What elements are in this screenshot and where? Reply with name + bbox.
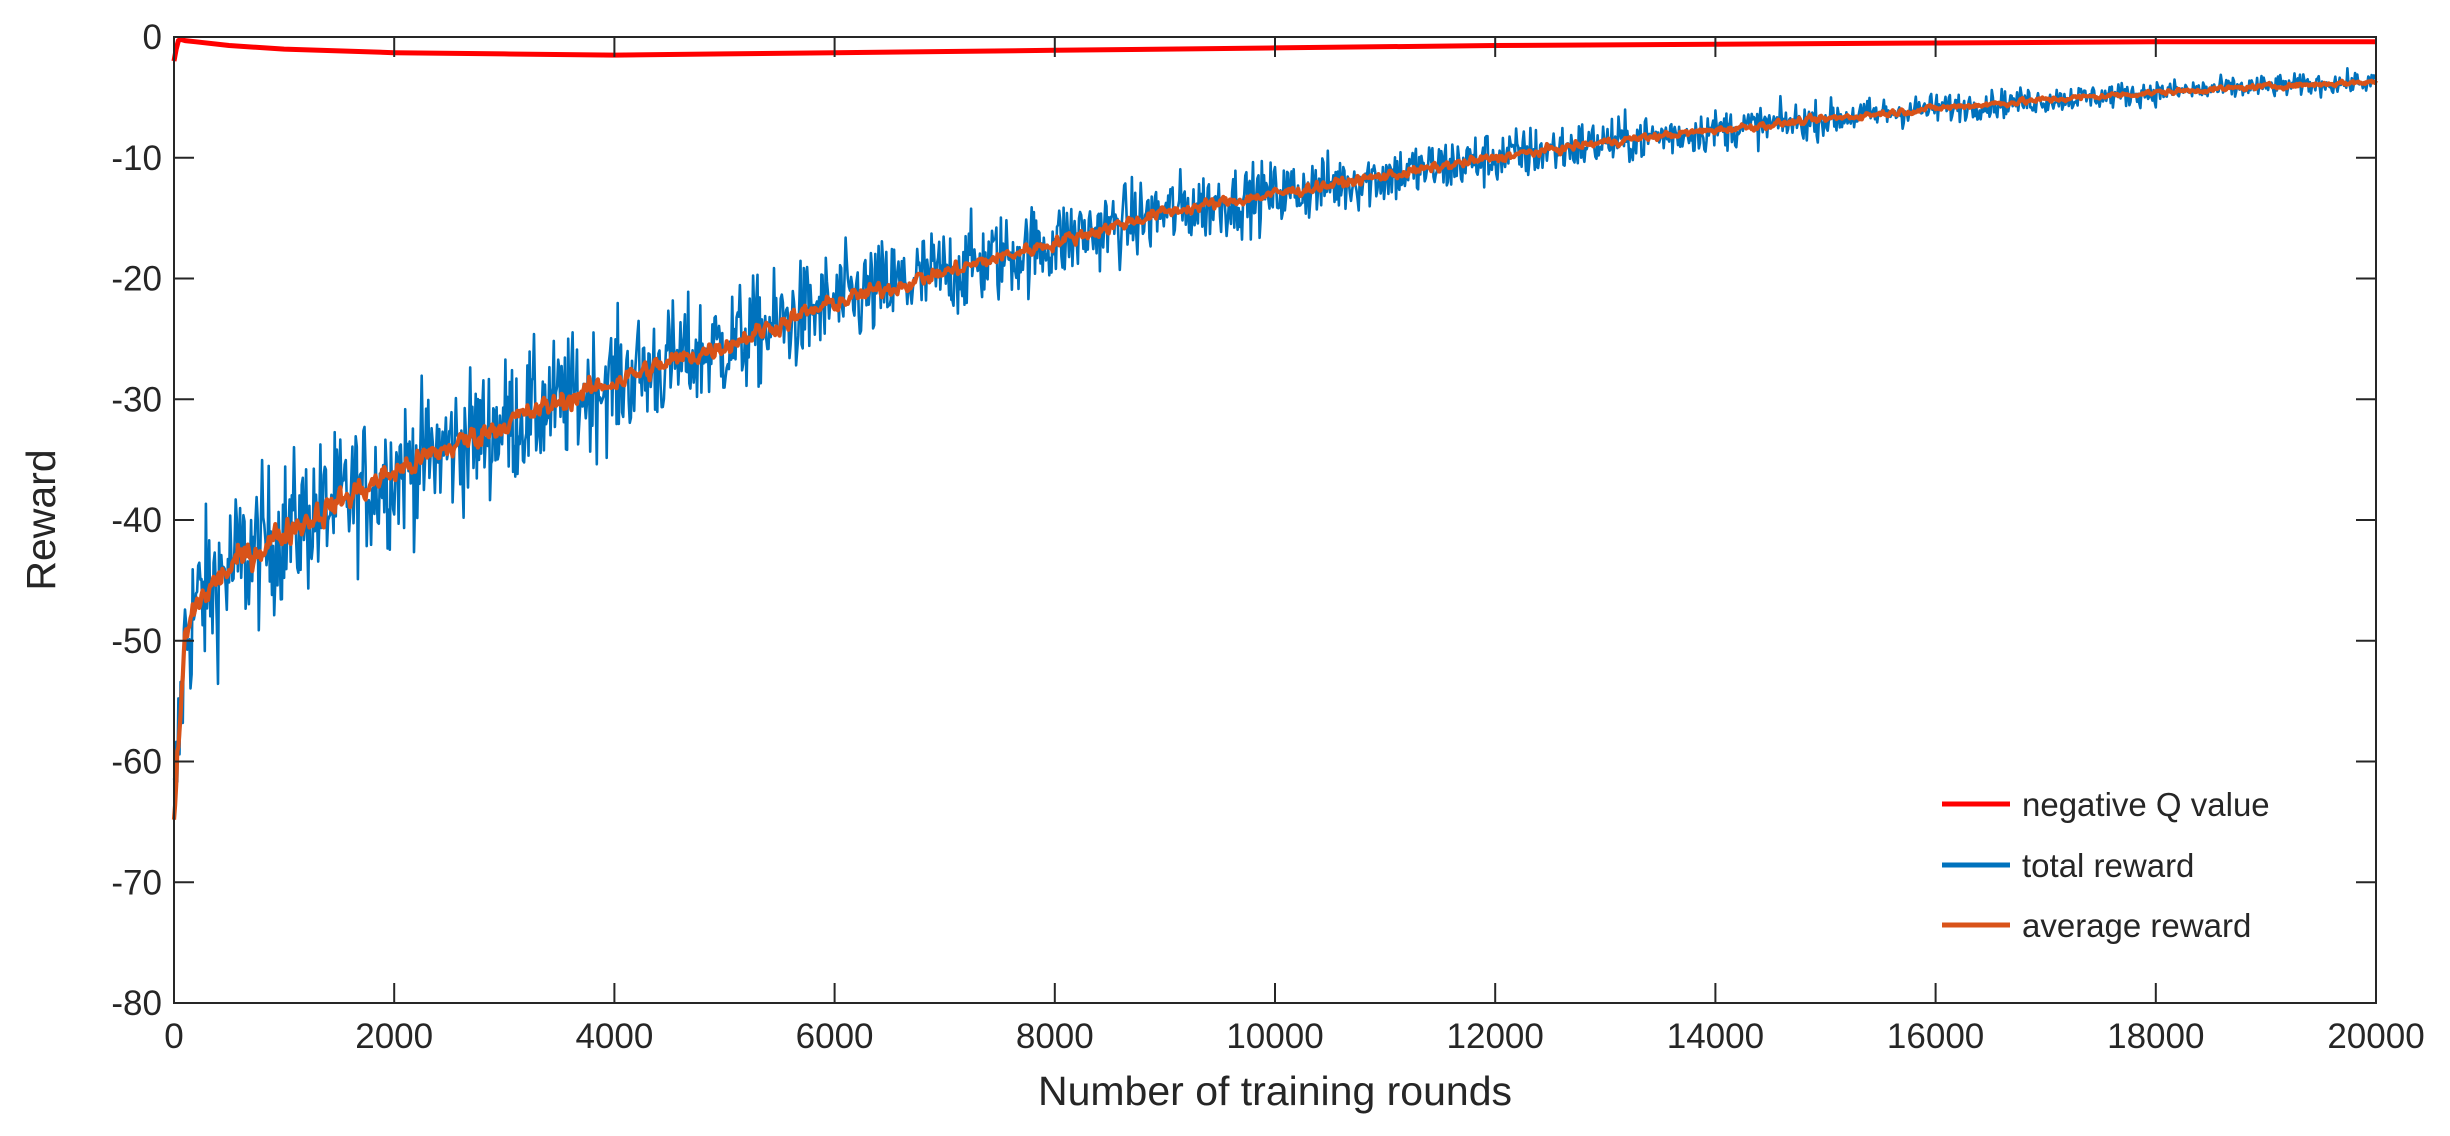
- y-tick-label: -10: [111, 139, 162, 178]
- legend-label-average-reward: average reward: [2022, 907, 2251, 944]
- y-axis-label: Reward: [18, 449, 64, 590]
- y-tick-label: -20: [111, 260, 162, 299]
- x-tick-label: 20000: [2327, 1017, 2424, 1056]
- x-tick-label: 6000: [796, 1017, 874, 1056]
- y-tick-label: -80: [111, 984, 162, 1023]
- legend-label-total-reward: total reward: [2022, 847, 2194, 884]
- y-tick-label: -50: [111, 622, 162, 661]
- x-tick-label: 12000: [1447, 1017, 1544, 1056]
- series-line-negative-q-value: [171, 36, 2376, 62]
- y-tick-label: 0: [143, 18, 162, 57]
- series-layer: [171, 36, 2378, 820]
- x-tick-label: 14000: [1667, 1017, 1764, 1056]
- y-tick-label: -40: [111, 501, 162, 540]
- legend: negative Q value total reward average re…: [1942, 786, 2270, 944]
- y-tick-label: -60: [111, 743, 162, 782]
- x-tick-label: 2000: [355, 1017, 433, 1056]
- y-tick-label: -70: [111, 863, 162, 902]
- y-tick-label: -30: [111, 380, 162, 419]
- x-tick-label: 18000: [2107, 1017, 2204, 1056]
- series-line-average-reward: [171, 78, 2378, 820]
- x-tick-label: 4000: [575, 1017, 653, 1056]
- legend-label-negative-q-value: negative Q value: [2022, 786, 2270, 823]
- x-axis-label: Number of training rounds: [1038, 1068, 1512, 1114]
- x-tick-label: 16000: [1887, 1017, 1984, 1056]
- x-tick-label: 8000: [1016, 1017, 1094, 1056]
- ticks-layer: 0 2000 4000 6000 8000 10000 12000 14000 16000 180…: [111, 18, 2424, 1056]
- x-tick-label: 10000: [1226, 1017, 1323, 1056]
- x-tick-label: 0: [164, 1017, 183, 1056]
